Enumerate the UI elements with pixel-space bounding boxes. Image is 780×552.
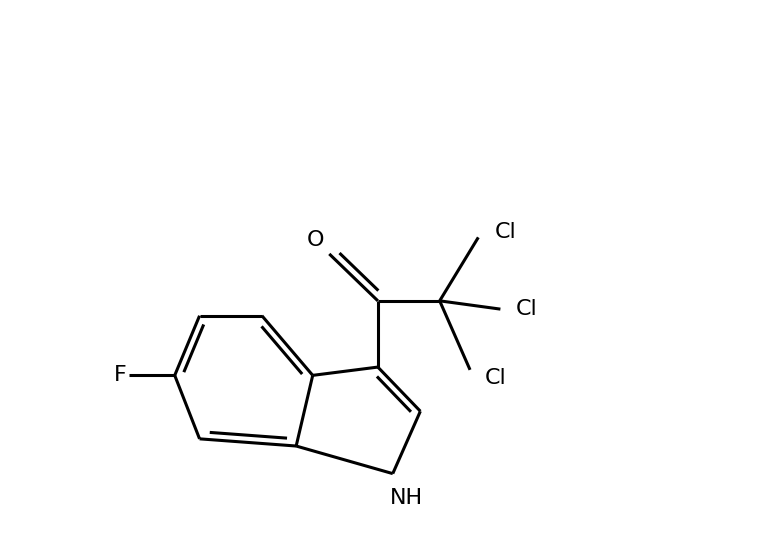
Text: Cl: Cl: [485, 368, 507, 388]
Text: O: O: [307, 230, 324, 250]
Text: Cl: Cl: [495, 222, 516, 242]
Text: NH: NH: [390, 488, 423, 508]
Text: Cl: Cl: [516, 299, 537, 319]
Text: F: F: [114, 365, 127, 385]
